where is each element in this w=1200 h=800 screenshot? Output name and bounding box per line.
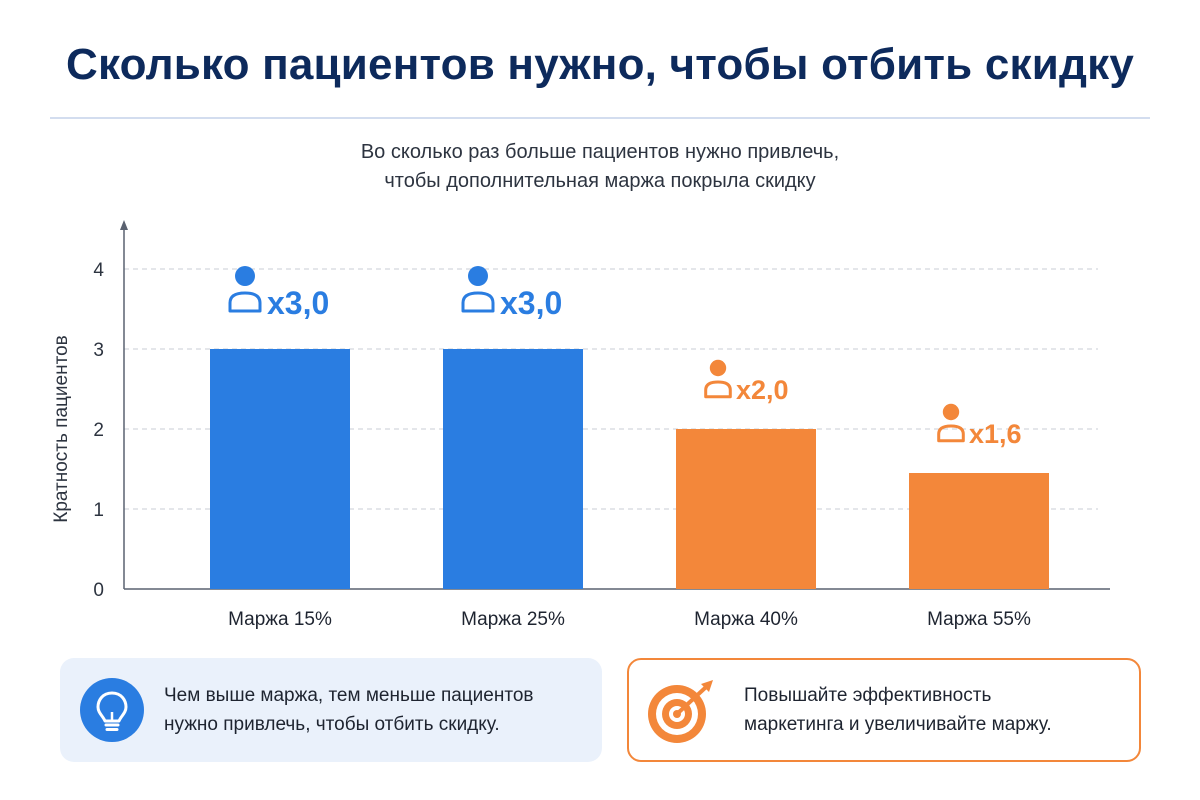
y-tick-label: 1 <box>93 500 104 521</box>
person-body-icon <box>461 291 495 313</box>
x-tick-label: Маржа 55% <box>927 609 1031 630</box>
y-tick-label: 4 <box>93 260 104 281</box>
person-body-icon <box>704 380 732 399</box>
bar <box>909 473 1049 589</box>
insight-text: Чем выше маржа, тем меньше пациентов нуж… <box>164 681 534 739</box>
lightbulb-icon <box>80 678 144 742</box>
person-body-icon <box>228 291 262 313</box>
person-body-icon <box>937 424 965 443</box>
person-icon <box>235 266 255 286</box>
person-icon <box>709 359 727 377</box>
recommendation-line-1: Повышайте эффективность <box>744 685 992 706</box>
insight-line-2: нужно привлечь, чтобы отбить скидку. <box>164 714 500 735</box>
bar <box>443 349 583 589</box>
data-label: x2,0 <box>736 375 789 405</box>
y-tick-label: 3 <box>93 340 104 361</box>
person-icon <box>942 403 960 421</box>
bar <box>210 349 350 589</box>
bar <box>676 429 816 589</box>
y-tick-label: 2 <box>93 420 104 441</box>
title-divider <box>50 117 1150 119</box>
person-icon <box>468 266 488 286</box>
y-axis-arrow <box>120 220 128 230</box>
recommendation-line-2: маркетинга и увеличивайте маржу. <box>744 714 1052 735</box>
subtitle-line-2: чтобы дополнительная маржа покрыла скидк… <box>384 170 816 192</box>
y-axis-label: Кратность пациентов <box>51 335 72 523</box>
x-tick-label: Маржа 40% <box>694 609 798 630</box>
recommendation-card: Повышайте эффективность маркетинга и уве… <box>627 658 1141 762</box>
data-label: x3,0 <box>267 285 329 321</box>
x-tick-label: Маржа 15% <box>228 609 332 630</box>
y-tick-label: 0 <box>93 580 104 601</box>
target-icon <box>648 680 713 743</box>
data-label: x1,6 <box>969 419 1022 449</box>
chart-subtitle: Во сколько раз больше пациентов нужно пр… <box>0 138 1200 196</box>
recommendation-text: Повышайте эффективность маркетинга и уве… <box>744 681 1052 739</box>
data-label: x3,0 <box>500 285 562 321</box>
bar-chart: 0 1 2 3 4 Кратность пациентов x3,0 Маржа 15% x3,… <box>51 220 1110 630</box>
insight-line-1: Чем выше маржа, тем меньше пациентов <box>164 685 534 706</box>
x-tick-label: Маржа 25% <box>461 609 565 630</box>
insight-card: Чем выше маржа, тем меньше пациентов нуж… <box>60 658 602 762</box>
subtitle-line-1: Во сколько раз больше пациентов нужно пр… <box>360 141 840 163</box>
chart-title: Сколько пациентов нужно, чтобы отбить ск… <box>65 40 1135 89</box>
